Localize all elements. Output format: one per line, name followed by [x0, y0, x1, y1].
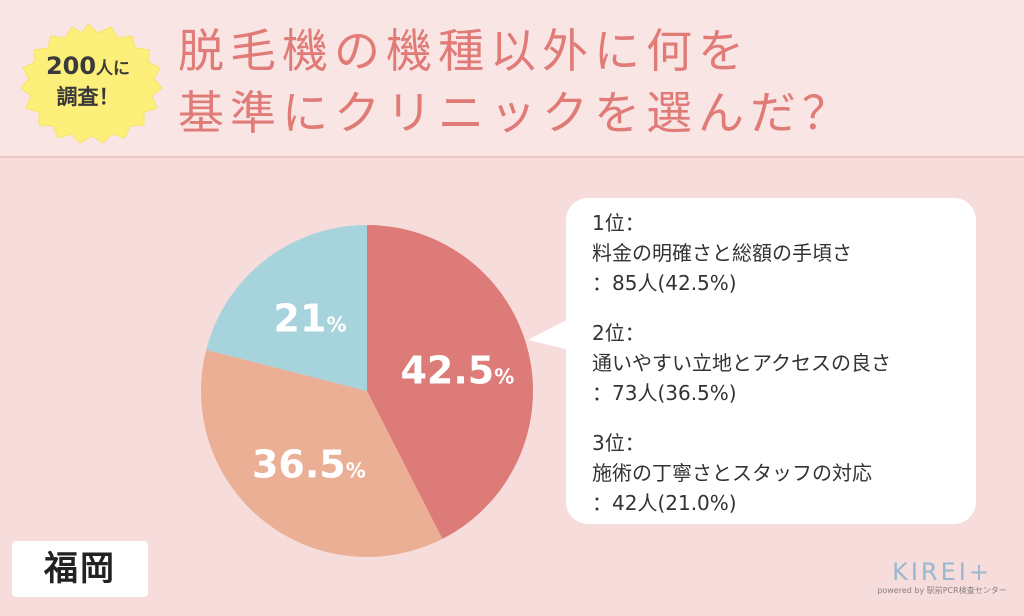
badge-number: 200	[45, 52, 97, 80]
pie-slice-2	[201, 349, 443, 557]
chart-area: 42.5% 36.5% 21% 1位： 料金の明確さと総額の手頃さ ：85人(42.…	[0, 158, 1024, 616]
location-label: 福岡	[12, 541, 148, 597]
logo-main: KIREI+	[892, 558, 992, 586]
title-line1: 脱毛機の機種以外に何を	[178, 24, 750, 78]
badge-line2: 調査！	[56, 85, 120, 109]
rank-count: ：42人(21.0%)	[592, 491, 737, 515]
pie-slice-3	[206, 225, 367, 391]
title-line2: 基準にクリニックを選んだ？	[178, 86, 854, 140]
rank-item: 施術の丁寧さとスタッフの対応	[592, 461, 872, 485]
pie-chart: 42.5% 36.5% 21%	[201, 225, 533, 557]
header: 200人に 調査！ 脱毛機の機種以外に何を 基準にクリニックを選んだ？	[0, 0, 1024, 158]
ranking-entry-2: 2位： 通いやすい立地とアクセスの良さ ：73人(36.5%)	[592, 318, 891, 408]
ranking-entry-3: 3位： 施術の丁寧さとスタッフの対応 ：42人(21.0%)	[592, 428, 872, 518]
kirei-logo: KIREI+ powered by 駅前PCR検査センター	[872, 558, 1012, 602]
logo-sub: powered by 駅前PCR検査センター	[877, 586, 1007, 595]
callout-tail	[528, 318, 570, 350]
ranking-entry-1: 1位： 料金の明確さと総額の手頃さ ：85人(42.5%)	[592, 208, 852, 298]
pie-label-3: 21%	[274, 297, 347, 341]
page-title: 脱毛機の機種以外に何を 基準にクリニックを選んだ？	[178, 20, 854, 144]
starburst-icon	[20, 23, 163, 144]
pie-label-2: 36.5%	[252, 443, 366, 487]
pie-slice-1	[367, 225, 533, 539]
pie-label-1: 42.5%	[400, 348, 514, 392]
ranking-callout: 1位： 料金の明確さと総額の手頃さ ：85人(42.5%) 2位： 通いやすい立…	[566, 198, 976, 524]
rank-label: 2位：	[592, 321, 645, 345]
rank-label: 3位：	[592, 431, 645, 455]
rank-item: 料金の明確さと総額の手頃さ	[592, 241, 852, 265]
rank-label: 1位：	[592, 211, 645, 235]
badge-suffix: 人に	[96, 59, 131, 79]
rank-item: 通いやすい立地とアクセスの良さ	[592, 351, 891, 375]
rank-count: ：85人(42.5%)	[592, 271, 737, 295]
survey-badge: 200人に 調査！	[12, 22, 164, 144]
rank-count: ：73人(36.5%)	[592, 381, 737, 405]
